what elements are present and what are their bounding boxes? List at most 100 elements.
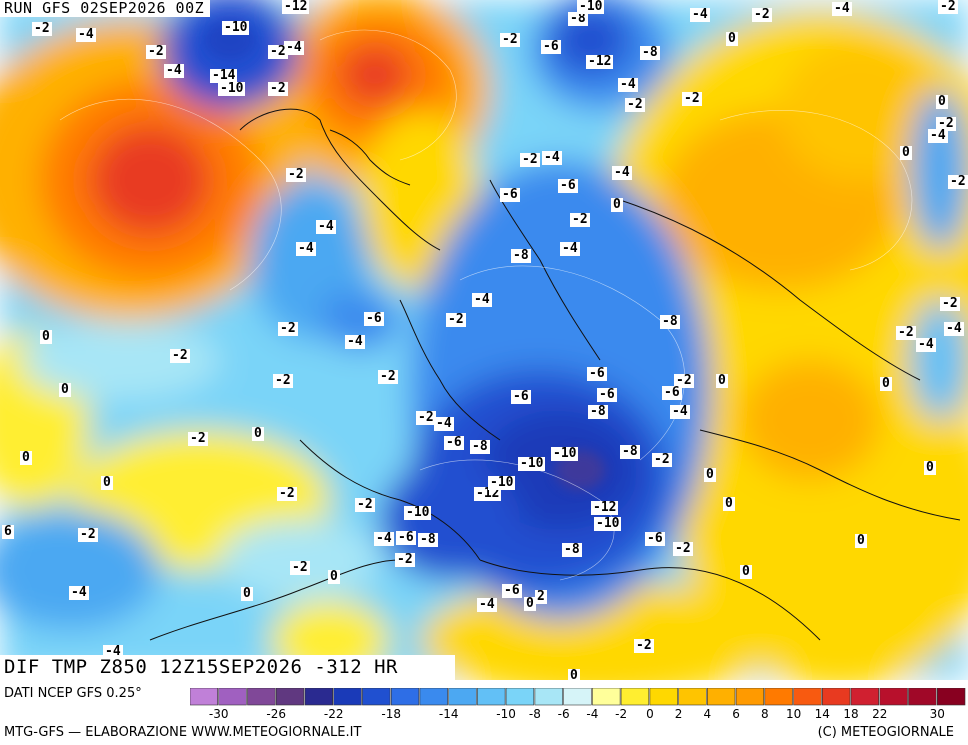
- contour-label: 6: [2, 524, 14, 539]
- credit-left: MTG-GFS — ELABORAZIONE WWW.METEOGIORNALE…: [4, 725, 362, 740]
- temperature-anomaly-map: -2 -4 -2 -4 -10 -14 -10 -2 -4 -2 -12 -2 -6 -8 -10 -12 -8…: [0, 0, 968, 680]
- color-scale-tick: -2: [615, 707, 628, 721]
- contour-label: -8: [588, 404, 608, 419]
- color-scale-cell: [850, 688, 880, 706]
- contour-label: -2: [286, 167, 306, 182]
- contour-label: -4: [670, 404, 690, 419]
- contour-label: -6: [500, 187, 520, 202]
- contour-label: -6: [597, 387, 617, 402]
- contour-label: -4: [618, 77, 638, 92]
- color-scale-tick: 30: [929, 707, 945, 721]
- contour-label: -4: [472, 292, 492, 307]
- color-scale-cell: [620, 688, 650, 706]
- contour-label: -2: [355, 497, 375, 512]
- contour-label: -8: [470, 439, 490, 454]
- color-scale-cell: [390, 688, 420, 706]
- color-scale-cell: [419, 688, 448, 706]
- contour-label: -2: [634, 638, 654, 653]
- contour-label: 0: [704, 467, 716, 482]
- contour-label: 2: [535, 589, 547, 604]
- color-scale-tick: 14: [814, 707, 830, 721]
- contour-label: -2: [673, 541, 693, 556]
- color-scale-cell: [936, 688, 966, 706]
- contour-label: 0: [936, 94, 948, 109]
- contour-label: -6: [587, 366, 607, 381]
- contour-label: -4: [316, 219, 336, 234]
- contour-label: -2: [652, 452, 672, 467]
- contour-label: -6: [558, 178, 578, 193]
- data-source: DATI NCEP GFS 0.25°: [4, 686, 142, 701]
- contour-label: -2: [936, 116, 956, 131]
- contour-label: -12: [591, 500, 619, 515]
- contour-label: -12: [586, 54, 614, 69]
- contour-label: 0: [855, 533, 867, 548]
- contour-label: -6: [541, 39, 561, 54]
- color-scale-cell: [678, 688, 707, 706]
- contour-label: -4: [284, 40, 304, 55]
- color-scale-tick: -30: [208, 707, 229, 721]
- contour-label: -2: [277, 486, 297, 501]
- color-scale-cell: [649, 688, 678, 706]
- color-scale-tick: 8: [760, 707, 769, 721]
- contour-label: -10: [222, 20, 250, 35]
- color-scale-cell: [190, 688, 219, 706]
- color-scale-tick: -18: [381, 707, 401, 721]
- contour-label: -8: [660, 314, 680, 329]
- contour-label: -6: [662, 385, 682, 400]
- color-scale-tick: 6: [732, 707, 740, 721]
- color-scale-cell: [706, 688, 736, 706]
- contour-label: 0: [880, 376, 892, 391]
- contour-label: -4: [374, 531, 394, 546]
- credit-right: (C) METEOGIORNALE: [817, 725, 954, 740]
- color-scale-cell: [534, 688, 563, 706]
- contour-label: -4: [928, 128, 948, 143]
- color-scale-cell: [821, 688, 851, 706]
- color-scale-cell: [218, 688, 247, 706]
- color-scale-cell: [879, 688, 908, 706]
- contour-label: -8: [562, 542, 582, 557]
- contour-label: 0: [241, 586, 253, 601]
- color-scale-cell: [275, 688, 305, 706]
- color-scale-cell: [362, 688, 391, 706]
- contour-label: -8: [418, 532, 438, 547]
- color-scale-cell: [304, 688, 334, 706]
- color-scale-cell: [247, 688, 276, 706]
- contour-label: -10: [488, 475, 516, 490]
- color-scale-cell: [333, 688, 362, 706]
- contour-label: 0: [20, 450, 32, 465]
- color-scale-tick: 10: [785, 707, 802, 721]
- contour-label: 0: [252, 426, 264, 441]
- contour-label: -8: [511, 248, 531, 263]
- contour-label: -4: [434, 416, 454, 431]
- contour-label: -8: [568, 11, 588, 26]
- contour-label: -6: [511, 389, 531, 404]
- contour-label: -2: [146, 44, 166, 59]
- contour-label: -6: [645, 531, 665, 546]
- contour-label: -6: [364, 311, 384, 326]
- color-scale-tick: 22: [872, 707, 888, 721]
- contour-label: -4: [916, 337, 936, 352]
- contour-label: -2: [416, 410, 436, 425]
- contour-label: -14: [210, 68, 238, 83]
- color-scale-tick: -6: [557, 707, 570, 721]
- contour-label: -2: [32, 21, 52, 36]
- contour-label: -6: [502, 583, 522, 598]
- color-scale-tick: -22: [323, 707, 344, 721]
- contour-label: -6: [396, 530, 416, 545]
- contour-label: -4: [944, 321, 964, 336]
- contour-label: -4: [477, 597, 497, 612]
- color-scale-cell: [793, 688, 822, 706]
- contour-label: 0: [726, 31, 738, 46]
- contour-label: -2: [625, 97, 645, 112]
- contour-label: 0: [101, 475, 113, 490]
- contour-label: -2: [268, 44, 288, 59]
- color-scale-tick: -4: [586, 707, 599, 721]
- contour-label: -10: [594, 516, 622, 531]
- contour-label: -2: [78, 527, 98, 542]
- color-scale-cell: [477, 688, 506, 706]
- color-scale-cell: [592, 688, 621, 706]
- color-scale-cell: [448, 688, 477, 706]
- contour-label: -2: [278, 321, 298, 336]
- contour-label: -4: [612, 165, 632, 180]
- contour-label: -2: [395, 552, 415, 567]
